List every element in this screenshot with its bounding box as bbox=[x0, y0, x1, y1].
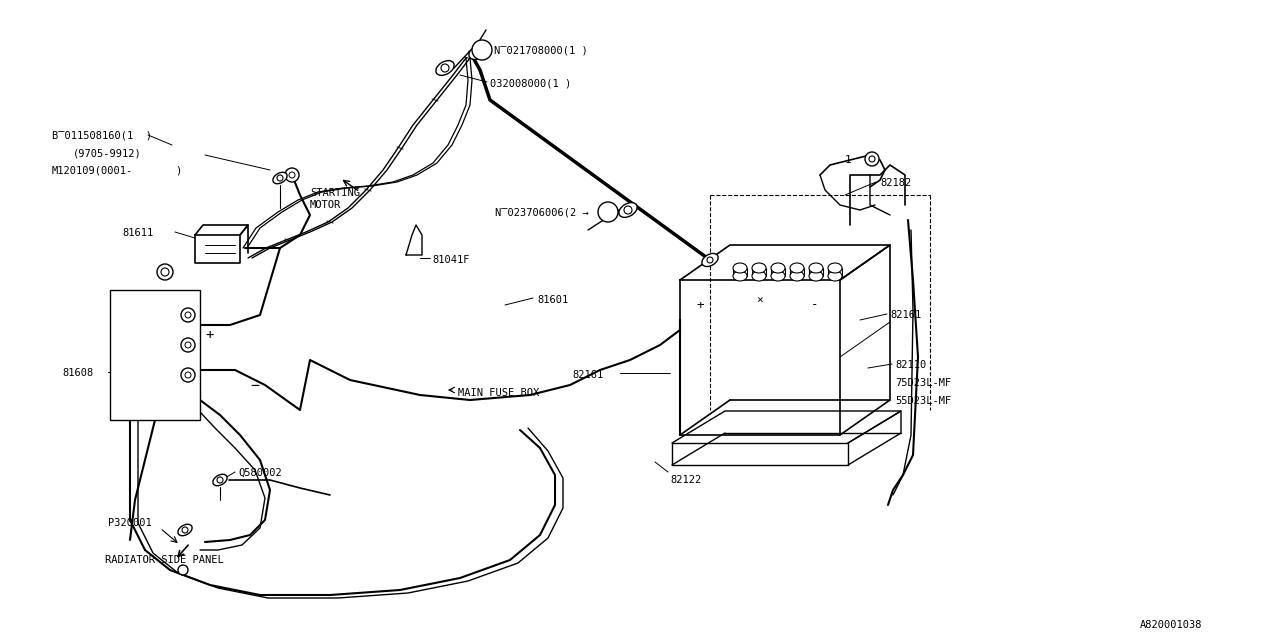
Text: 82161: 82161 bbox=[890, 310, 922, 320]
Circle shape bbox=[182, 527, 188, 533]
Text: A820001038: A820001038 bbox=[1140, 620, 1202, 630]
Text: -: - bbox=[812, 298, 819, 312]
Ellipse shape bbox=[809, 271, 823, 281]
Ellipse shape bbox=[828, 271, 842, 281]
Circle shape bbox=[180, 308, 195, 322]
Circle shape bbox=[157, 264, 173, 280]
Text: 82161: 82161 bbox=[572, 370, 603, 380]
Text: +: + bbox=[205, 328, 214, 342]
Text: B̅011508160(1  ): B̅011508160(1 ) bbox=[52, 130, 152, 140]
Ellipse shape bbox=[790, 263, 804, 273]
Ellipse shape bbox=[753, 271, 765, 281]
Text: N̅023706006(2 →: N̅023706006(2 → bbox=[495, 207, 589, 217]
Circle shape bbox=[186, 372, 191, 378]
Bar bbox=[110, 290, 200, 420]
Ellipse shape bbox=[618, 203, 637, 218]
Text: M120109(0001-: M120109(0001- bbox=[52, 165, 133, 175]
Text: 81601: 81601 bbox=[538, 295, 568, 305]
Ellipse shape bbox=[468, 45, 488, 60]
Ellipse shape bbox=[809, 263, 823, 273]
Circle shape bbox=[474, 48, 483, 56]
Text: MAIN FUSE BOX: MAIN FUSE BOX bbox=[458, 388, 539, 398]
Text: MOTOR: MOTOR bbox=[310, 200, 342, 210]
Text: ): ) bbox=[175, 165, 182, 175]
Circle shape bbox=[289, 172, 294, 178]
Circle shape bbox=[161, 268, 169, 276]
Ellipse shape bbox=[212, 474, 227, 486]
Circle shape bbox=[707, 257, 713, 263]
Ellipse shape bbox=[436, 61, 454, 76]
Ellipse shape bbox=[273, 172, 287, 184]
Ellipse shape bbox=[790, 271, 804, 281]
Circle shape bbox=[598, 202, 618, 222]
Circle shape bbox=[186, 312, 191, 318]
Text: 1: 1 bbox=[845, 155, 851, 165]
Text: 81611: 81611 bbox=[122, 228, 154, 238]
Circle shape bbox=[178, 565, 188, 575]
Text: N: N bbox=[477, 46, 483, 55]
Text: STARTING: STARTING bbox=[310, 188, 360, 198]
Text: Q580002: Q580002 bbox=[238, 468, 282, 478]
Text: 032008000(1 ): 032008000(1 ) bbox=[490, 78, 571, 88]
Text: 81041F: 81041F bbox=[433, 255, 470, 265]
Ellipse shape bbox=[733, 271, 748, 281]
Text: 82110: 82110 bbox=[895, 360, 927, 370]
Circle shape bbox=[218, 477, 223, 483]
Ellipse shape bbox=[771, 263, 785, 273]
Text: 81608: 81608 bbox=[61, 368, 93, 378]
Text: RADIATOR SIDE PANEL: RADIATOR SIDE PANEL bbox=[105, 555, 224, 565]
Circle shape bbox=[285, 168, 300, 182]
Text: −: − bbox=[250, 378, 259, 392]
Text: 55D23L-MF: 55D23L-MF bbox=[895, 396, 951, 406]
Circle shape bbox=[472, 40, 492, 60]
Text: 82182: 82182 bbox=[881, 178, 911, 188]
Ellipse shape bbox=[828, 263, 842, 273]
Text: ×: × bbox=[756, 295, 763, 305]
Circle shape bbox=[865, 152, 879, 166]
Ellipse shape bbox=[753, 263, 765, 273]
Text: P320001: P320001 bbox=[108, 518, 152, 528]
Ellipse shape bbox=[178, 524, 192, 536]
Ellipse shape bbox=[701, 253, 718, 266]
Circle shape bbox=[276, 175, 283, 181]
Circle shape bbox=[869, 156, 876, 162]
Text: N: N bbox=[603, 208, 608, 217]
Text: N̅021708000(1 ): N̅021708000(1 ) bbox=[494, 45, 588, 55]
Ellipse shape bbox=[771, 271, 785, 281]
Circle shape bbox=[180, 338, 195, 352]
Circle shape bbox=[625, 206, 632, 214]
Text: (9705-9912): (9705-9912) bbox=[73, 148, 142, 158]
Text: +: + bbox=[696, 298, 704, 312]
Circle shape bbox=[180, 368, 195, 382]
Circle shape bbox=[442, 64, 449, 72]
Circle shape bbox=[186, 342, 191, 348]
Text: 75D23L-MF: 75D23L-MF bbox=[895, 378, 951, 388]
Ellipse shape bbox=[733, 263, 748, 273]
Text: 82122: 82122 bbox=[669, 475, 701, 485]
